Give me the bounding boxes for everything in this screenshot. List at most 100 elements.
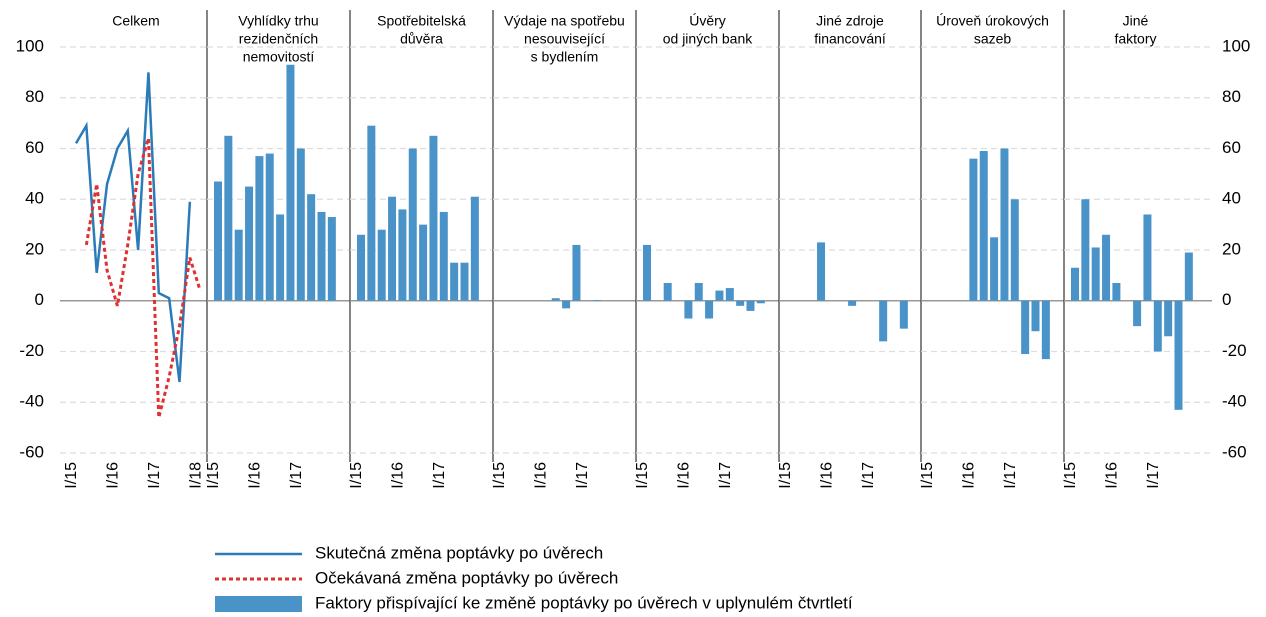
line: [74, 72, 192, 383]
y-tick-label: 100: [16, 36, 44, 55]
panel-title: Jiné: [1123, 13, 1149, 29]
panel-title: Úvěry: [689, 13, 726, 29]
bar: [715, 290, 724, 301]
x-tick-label: I/16: [676, 462, 693, 489]
panel-title: rezidenčních: [239, 31, 318, 47]
bar: [439, 211, 448, 301]
x-tick-label: I/17: [574, 462, 591, 489]
line: [84, 137, 202, 418]
bar: [377, 229, 386, 301]
bar: [979, 151, 988, 301]
x-tick-label: I/17: [717, 462, 734, 489]
bar: [1184, 252, 1193, 301]
bar: [1081, 199, 1090, 301]
bar: [398, 209, 407, 301]
y-tick-label: 100: [1222, 36, 1250, 55]
bar: [429, 135, 438, 301]
y-tick-label: -20: [19, 341, 44, 360]
bar: [1091, 247, 1100, 301]
panel-title: Celkem: [112, 13, 159, 29]
bar: [879, 300, 888, 342]
bar: [296, 148, 305, 301]
y-tick-label: 40: [25, 189, 44, 208]
x-tick-label: I/17: [1145, 462, 1162, 489]
y-tick-label: 60: [25, 138, 44, 157]
x-tick-label: I/17: [288, 462, 305, 489]
y-tick-label: 80: [1222, 87, 1241, 106]
panel-title: financování: [814, 31, 886, 47]
legend-label: Faktory přispívající ke změně poptávky p…: [315, 593, 853, 612]
bar: [286, 64, 295, 301]
x-tick-label: I/16: [1104, 462, 1121, 489]
x-tick-label: I/16: [105, 462, 122, 489]
bar: [1112, 282, 1121, 301]
bar: [1010, 199, 1019, 301]
y-tick-label: -20: [1222, 341, 1247, 360]
x-tick-label: I/16: [533, 462, 550, 489]
panel-title: nemovitostí: [243, 49, 315, 65]
panel-title: Vyhlídky trhu: [238, 13, 318, 29]
legend-label: Očekávaná změna poptávky po úvěrech: [315, 568, 618, 587]
bar: [327, 217, 336, 301]
x-tick-label: I/15: [348, 462, 365, 489]
bar: [419, 224, 428, 301]
x-tick-label: I/16: [247, 462, 264, 489]
y-tick-label: -60: [19, 442, 44, 461]
x-tick-label: I/16: [819, 462, 836, 489]
legend-label: Skutečná změna poptávky po úvěrech: [315, 543, 603, 562]
bar: [317, 211, 326, 301]
bar: [224, 135, 233, 301]
legend-swatch: [215, 596, 302, 612]
bar: [276, 214, 285, 301]
panel-title: Výdaje na spotřebu: [504, 13, 625, 29]
bar: [969, 158, 978, 301]
panel-title: Spotřebitelská: [377, 13, 466, 29]
bar: [460, 262, 469, 301]
bar: [408, 148, 417, 301]
bar: [899, 300, 908, 329]
bar: [817, 242, 826, 301]
x-tick-label: I/15: [491, 462, 508, 489]
x-tick-label: I/17: [1002, 462, 1019, 489]
bar: [1143, 214, 1152, 301]
bar: [746, 300, 755, 311]
panel-title: faktory: [1114, 31, 1156, 47]
panel-title: s bydlením: [531, 49, 599, 65]
y-tick-label: 40: [1222, 189, 1241, 208]
bar: [245, 186, 254, 301]
x-tick-label: I/15: [63, 462, 80, 489]
bar: [705, 300, 714, 319]
bar: [357, 234, 365, 301]
bar: [450, 262, 459, 301]
x-tick-label: I/17: [431, 462, 448, 489]
bar: [1031, 300, 1040, 332]
y-tick-label: -40: [19, 392, 44, 411]
x-tick-label: I/17: [860, 462, 877, 489]
bar: [265, 153, 274, 301]
bar: [1133, 300, 1142, 327]
x-tick-label: I/15: [205, 462, 222, 489]
bar: [562, 300, 571, 309]
bar: [367, 125, 376, 301]
bar: [663, 282, 672, 301]
bar: [593, 299, 602, 301]
bar: [214, 181, 222, 301]
y-tick-label: 80: [25, 87, 44, 106]
bar: [307, 194, 316, 301]
x-tick-label: I/17: [146, 462, 163, 489]
bar: [255, 156, 264, 301]
bar: [1164, 300, 1173, 337]
bar: [470, 196, 479, 301]
y-tick-label: 20: [1222, 239, 1241, 258]
panel-title: sazeb: [974, 31, 1012, 47]
panel-title: důvěra: [400, 31, 443, 47]
bar: [990, 237, 999, 301]
y-tick-label: 20: [25, 239, 44, 258]
x-tick-label: I/15: [919, 462, 936, 489]
bar: [572, 244, 581, 301]
bar: [234, 229, 243, 301]
x-tick-label: I/16: [961, 462, 978, 489]
bar: [643, 244, 651, 301]
y-tick-label: 0: [1222, 290, 1231, 309]
